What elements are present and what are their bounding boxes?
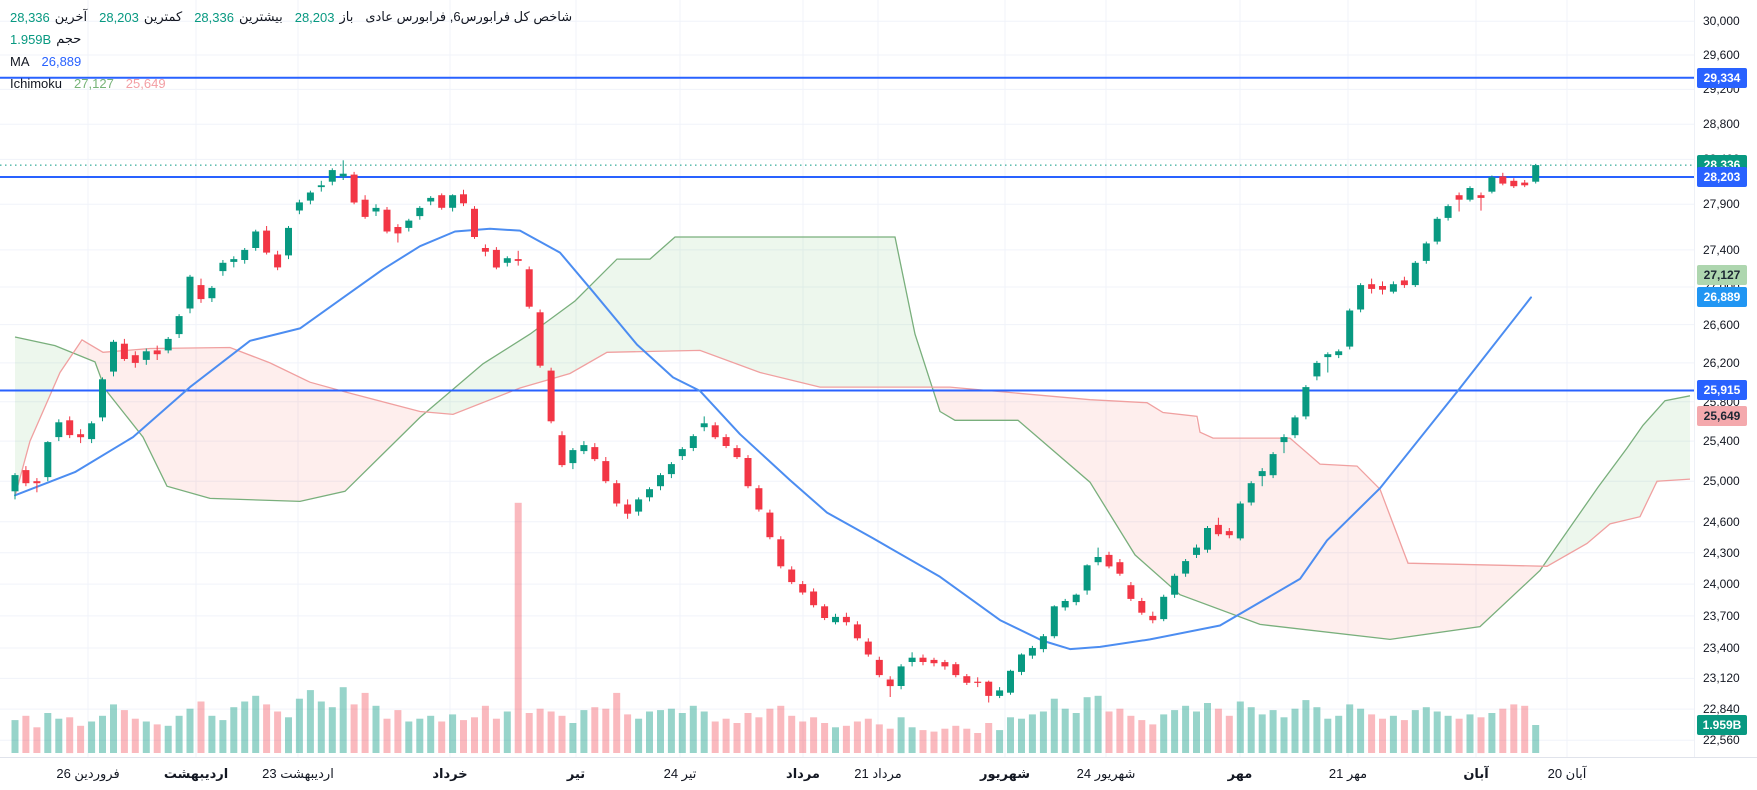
y-axis-tick-label: 28,800 bbox=[1703, 117, 1740, 132]
y-axis-tick-label: 27,400 bbox=[1703, 242, 1740, 257]
x-axis-label: آبان bbox=[1463, 766, 1489, 781]
y-axis-tick-label: 22,560 bbox=[1703, 733, 1740, 748]
x-axis-label: مرداد bbox=[786, 766, 820, 781]
x-axis-label: مهر bbox=[1227, 766, 1253, 781]
legend-volume: حجم 1.959B bbox=[10, 31, 82, 47]
y-axis-tick-label: 24,300 bbox=[1703, 545, 1740, 560]
legend-ichimoku-row: Ichimoku 27,127 25,649 bbox=[10, 75, 166, 91]
x-axis-label: تیر bbox=[566, 766, 586, 781]
y-axis-tick-label: 30,000 bbox=[1703, 14, 1740, 29]
y-axis-tick-label: 24,600 bbox=[1703, 514, 1740, 529]
y-axis-tick-label: 26,200 bbox=[1703, 355, 1740, 370]
x-axis-label: خرداد bbox=[432, 766, 468, 781]
legend-low: کمترین 28,203 bbox=[99, 9, 183, 25]
price-badge: 26,889 bbox=[1697, 287, 1747, 308]
y-axis-tick-label: 23,400 bbox=[1703, 641, 1740, 656]
time-axis[interactable]: 26 فروردین اردیبهشت 23 اردیبهشت خرداد تیر 24 … bbox=[0, 757, 1757, 790]
legend-volume-row: حجم 1.959B bbox=[10, 28, 572, 50]
price-badge: 29,334 bbox=[1697, 67, 1747, 88]
y-axis-tick-label: 23,700 bbox=[1703, 608, 1740, 623]
y-axis-tick-label: 29,600 bbox=[1703, 48, 1740, 63]
x-axis-label: 26 فروردین bbox=[56, 766, 120, 781]
price-badge: 28,203 bbox=[1697, 167, 1747, 187]
x-axis-label: شهریور bbox=[980, 766, 1030, 781]
legend-ohlc-row: شاخص کل فرابورس6, فرابورس عادی باز 28,203… bbox=[10, 6, 572, 28]
x-axis-label: اردیبهشت bbox=[163, 766, 229, 781]
chart-pane[interactable] bbox=[0, 0, 1694, 757]
x-axis-label: 23 اردیبهشت bbox=[262, 766, 334, 781]
x-axis-label: 24 تیر bbox=[663, 766, 697, 781]
legend: شاخص کل فرابورس6, فرابورس عادی باز 28,203… bbox=[10, 6, 572, 94]
x-axis-label: 21 مهر bbox=[1328, 766, 1368, 781]
y-axis-tick-label: 27,900 bbox=[1703, 197, 1740, 212]
chart-canvas[interactable] bbox=[0, 0, 1694, 757]
legend-last: آخرین 28,336 bbox=[10, 9, 88, 25]
y-axis-tick-label: 22,840 bbox=[1703, 702, 1740, 717]
legend-ma-row: MA 26,889 bbox=[10, 53, 82, 69]
y-axis-tick-label: 24,000 bbox=[1703, 577, 1740, 592]
y-axis-tick-label: 25,000 bbox=[1703, 474, 1740, 489]
x-axis-label: 20 آبان bbox=[1547, 766, 1587, 781]
legend-open: باز 28,203 bbox=[294, 9, 354, 25]
x-axis-label: 21 مرداد bbox=[854, 766, 902, 781]
price-axis[interactable]: 30,00029,60029,20028,80028,40027,90027,4… bbox=[1694, 0, 1757, 757]
price-badge: 25,915 bbox=[1697, 380, 1747, 401]
y-axis-tick-label: 25,400 bbox=[1703, 434, 1740, 449]
price-badge: 25,649 bbox=[1697, 406, 1747, 427]
legend-high: بیشترین 28,336 bbox=[194, 9, 283, 25]
price-badge: 1.959B bbox=[1697, 715, 1747, 735]
symbol-title: شاخص کل فرابورس6, فرابورس عادی bbox=[365, 9, 573, 24]
x-axis-label: 24 شهریور bbox=[1076, 766, 1136, 781]
y-axis-tick-label: 26,600 bbox=[1703, 317, 1740, 332]
y-axis-tick-label: 23,120 bbox=[1703, 671, 1740, 686]
price-badge: 27,127 bbox=[1697, 265, 1747, 286]
